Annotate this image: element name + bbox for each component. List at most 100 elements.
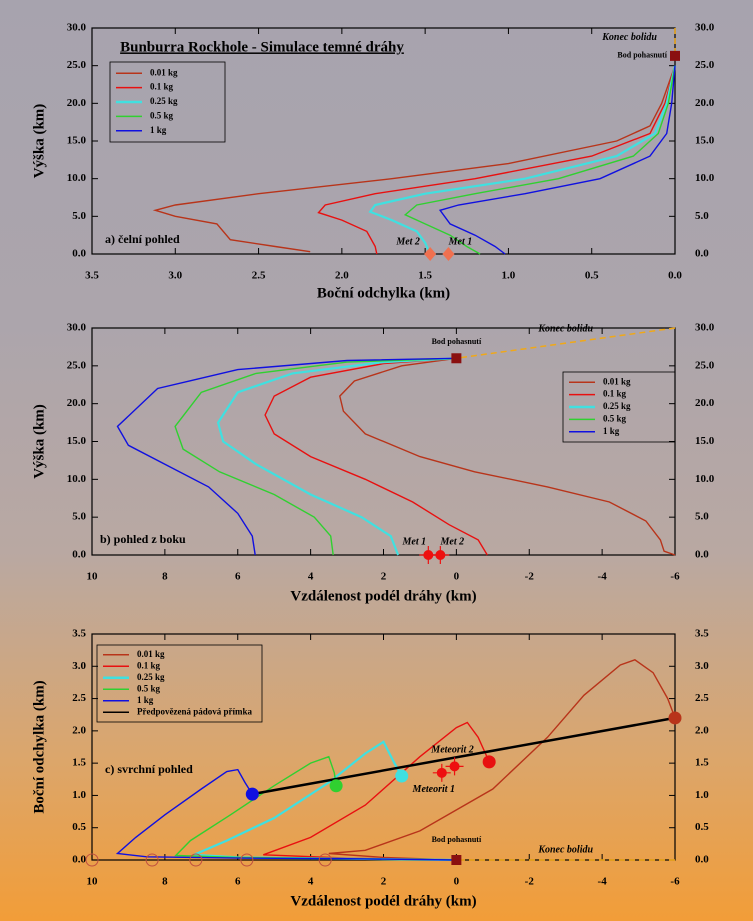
- burnout-point: [451, 855, 462, 865]
- legend-label: 0.1 kg: [137, 660, 161, 670]
- x-tick-label: 10: [87, 571, 99, 583]
- fireball-end-line: [456, 327, 676, 360]
- series-line: [368, 65, 677, 255]
- fireball-end-label: Konec bolidu: [601, 32, 657, 43]
- y-tick-label: 5.0: [695, 210, 709, 222]
- y-tick-label: 20.0: [695, 397, 715, 409]
- x-tick-label: 2: [381, 876, 387, 888]
- x-tick-label: 8: [162, 571, 168, 583]
- x-tick-label: 4: [308, 876, 314, 888]
- legend-label: Předpovězená pádová přímka: [137, 706, 253, 716]
- x-tick-label: 4: [308, 571, 314, 583]
- legend-label: 0.5 kg: [137, 683, 161, 693]
- y-tick-label: 0.5: [72, 821, 86, 833]
- y-tick-label: 10.0: [695, 473, 715, 485]
- y-tick-label: 30.0: [67, 22, 87, 34]
- y-tick-label: 0.0: [695, 248, 709, 260]
- series-line: [174, 357, 457, 556]
- legend-box: [562, 371, 676, 443]
- legend-label: 0.1 kg: [150, 82, 174, 92]
- y-tick-label: 20.0: [67, 397, 87, 409]
- series-line: [216, 357, 457, 556]
- y-tick-label: 0.0: [72, 854, 86, 866]
- series-line: [264, 357, 488, 556]
- open-circle: [318, 853, 332, 867]
- open-circle: [85, 853, 99, 867]
- end-marker: [245, 787, 259, 801]
- x-tick-label: 2.5: [252, 270, 266, 282]
- panel-label: a) čelní pohled: [105, 232, 180, 246]
- open-circle: [189, 853, 203, 867]
- x-tick-label: 2.0: [335, 270, 349, 282]
- y-tick-label: 2.5: [72, 692, 86, 704]
- y-tick-label: 5.0: [695, 511, 709, 523]
- meteorite-label: Met 1: [402, 536, 427, 547]
- legend-label: 0.25 kg: [603, 401, 631, 411]
- legend-label: 0.25 kg: [150, 96, 178, 106]
- legend-label: 0.5 kg: [603, 413, 627, 423]
- y-tick-label: 3.5: [695, 628, 709, 640]
- series-line: [116, 357, 457, 556]
- meteorite-marker: [449, 761, 460, 772]
- x-tick-label: 10: [87, 876, 99, 888]
- x-tick-label: -2: [525, 571, 535, 583]
- y-tick-label: 0.0: [695, 549, 709, 561]
- burnout-label: Bod pohasnutí: [617, 51, 667, 60]
- fireball-end-label: Konec bolidu: [537, 323, 593, 334]
- y-tick-label: 0.0: [695, 854, 709, 866]
- meteorite-marker: [436, 767, 447, 778]
- y-tick-label: 15.0: [695, 135, 715, 147]
- burnout-point: [670, 50, 680, 61]
- x-tick-label: -4: [598, 876, 608, 888]
- end-marker: [668, 711, 682, 725]
- x-tick-label: 0: [454, 571, 460, 583]
- burnout-label: Bod pohasnutí: [432, 835, 482, 844]
- x-tick-label: -2: [525, 876, 535, 888]
- x-axis-label: Vzdálenost podél dráhy (km): [290, 588, 476, 604]
- y-tick-label: 1.5: [695, 757, 709, 769]
- y-tick-label: 20.0: [695, 97, 715, 109]
- y-axis-label: Výška (km): [31, 104, 47, 179]
- y-tick-label: 30.0: [67, 322, 87, 334]
- meteorite-label: Meteorit 2: [430, 745, 474, 756]
- x-tick-label: 0.5: [585, 270, 599, 282]
- plot-frame: [91, 633, 676, 861]
- y-tick-label: 3.0: [695, 660, 709, 672]
- legend-label: 1 kg: [150, 125, 167, 135]
- x-tick-label: -6: [670, 571, 680, 583]
- burnout-label: Bod pohasnutí: [432, 337, 482, 346]
- y-tick-label: 0.0: [72, 248, 86, 260]
- y-tick-label: 5.0: [72, 511, 86, 523]
- chart-title: Bunburra Rockhole - Simulace temné dráhy: [120, 39, 404, 55]
- y-tick-label: 15.0: [67, 135, 87, 147]
- x-tick-label: -4: [598, 571, 608, 583]
- open-circle: [145, 853, 159, 867]
- x-tick-label: 6: [235, 876, 241, 888]
- x-tick-label: 3.5: [85, 270, 99, 282]
- x-tick-label: 1.0: [502, 270, 516, 282]
- meteorite-marker: [424, 247, 437, 261]
- meteorite-label: Met 2: [440, 536, 465, 547]
- fireball-end-label: Konec bolidu: [537, 844, 593, 855]
- burnout-point: [451, 353, 462, 364]
- meteorite-marker: [442, 247, 455, 261]
- end-marker: [482, 755, 496, 769]
- open-circle: [240, 853, 254, 867]
- panel-label: c) svrchní pohled: [105, 762, 193, 776]
- y-tick-label: 3.5: [72, 628, 86, 640]
- series-line: [339, 357, 676, 556]
- y-tick-label: 25.0: [67, 359, 87, 371]
- x-axis-label: Boční odchylka (km): [317, 285, 450, 301]
- x-tick-label: 0: [454, 876, 460, 888]
- legend-label: 0.5 kg: [150, 110, 174, 120]
- x-axis-label: Vzdálenost podél dráhy (km): [290, 893, 476, 909]
- y-tick-label: 3.0: [72, 660, 86, 672]
- series-line: [252, 716, 676, 796]
- meteorite-marker: [423, 550, 434, 560]
- y-tick-label: 1.0: [72, 789, 86, 801]
- legend-label: 0.01 kg: [150, 67, 178, 77]
- x-tick-label: 3.0: [168, 270, 182, 282]
- legend-box: [96, 644, 263, 723]
- y-tick-label: 2.0: [695, 724, 709, 736]
